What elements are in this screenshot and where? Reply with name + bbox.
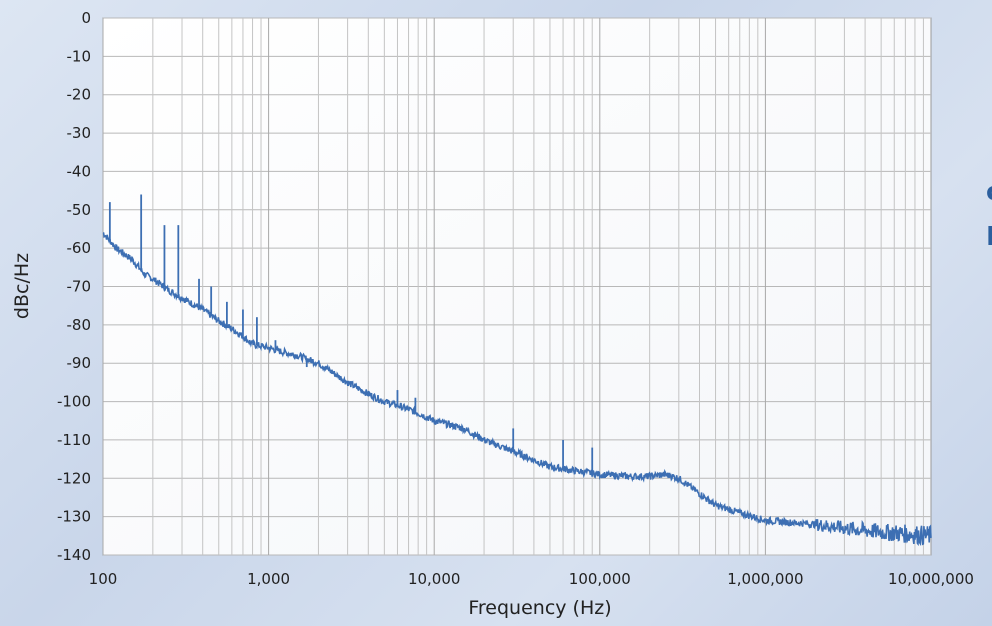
- y-axis-tick-labels: 0 -10 -20 -30 -40 -50 -60 -70 -80 -90 -100 -110 -120…: [57, 9, 91, 564]
- x-axis-tick-labels: 100 1,000 10,000 100,000 1,000,000 10,000,000: [89, 570, 974, 588]
- y-tick-label: -40: [67, 162, 92, 180]
- x-tick-label: 1,000: [247, 570, 290, 588]
- y-tick-label: -120: [57, 469, 91, 487]
- y-tick-label: -80: [67, 316, 92, 334]
- x-tick-label: 10,000: [408, 570, 461, 588]
- side-decoration: c: [986, 177, 992, 207]
- x-tick-label: 100: [89, 570, 118, 588]
- y-tick-label: -60: [67, 239, 92, 257]
- y-tick-label: -20: [67, 86, 92, 104]
- y-tick-label: -100: [57, 393, 91, 411]
- y-tick-label: -90: [67, 354, 92, 372]
- y-tick-label: -10: [67, 47, 92, 65]
- y-axis-title: dBc/Hz: [11, 253, 33, 319]
- y-tick-label: -140: [57, 546, 91, 564]
- grid: [102, 17, 931, 556]
- series-layer: [102, 194, 932, 547]
- y-tick-label: 0: [81, 9, 91, 27]
- series-line: [102, 232, 932, 547]
- x-tick-label: 100,000: [569, 570, 631, 588]
- y-tick-label: -130: [57, 508, 91, 526]
- y-tick-label: -110: [57, 431, 91, 449]
- side-decoration: I: [986, 222, 992, 252]
- x-tick-label: 1,000,000: [727, 570, 803, 588]
- x-axis-title: Frequency (Hz): [468, 597, 611, 619]
- y-tick-label: -30: [67, 124, 92, 142]
- x-tick-label: 10,000,000: [888, 570, 974, 588]
- y-tick-label: -50: [67, 201, 92, 219]
- y-tick-label: -70: [67, 278, 92, 296]
